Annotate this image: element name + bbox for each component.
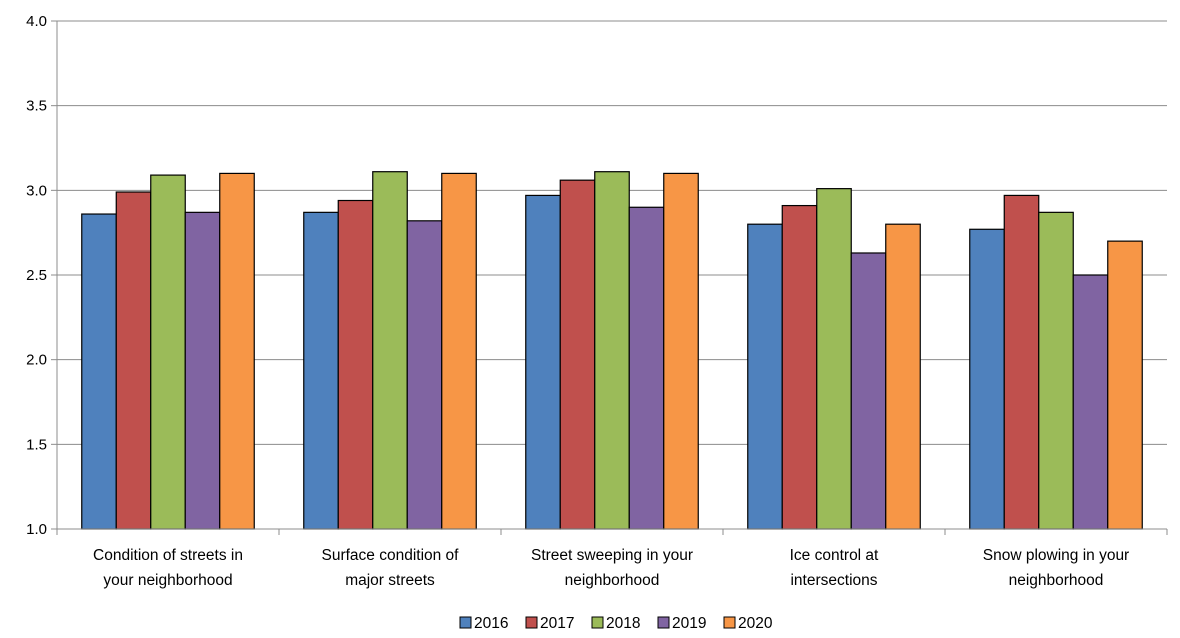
legend-label-2016: 2016 (474, 615, 508, 632)
x-category-label: Snow plowing in your (983, 547, 1129, 564)
bar-2019 (850, 252, 887, 530)
legend-label-2018: 2018 (606, 615, 640, 632)
bar-2018 (150, 174, 186, 530)
bar-2017 (115, 191, 152, 530)
bar-2016 (969, 228, 1005, 530)
bar-2016 (81, 213, 117, 530)
y-tick-label: 2.0 (26, 352, 47, 369)
bar-2018 (594, 171, 630, 530)
x-category-label: major streets (345, 572, 435, 589)
x-axis-labels: Condition of streets in your neighborhood… (93, 547, 1129, 589)
y-tick-label: 1.5 (26, 436, 47, 453)
x-category-label: your neighborhood (103, 572, 232, 589)
legend-swatch-2016 (459, 616, 472, 629)
bar-2017 (781, 204, 818, 530)
legend-swatch-2020 (723, 616, 736, 629)
bar-2020 (219, 172, 255, 530)
bars (81, 171, 1143, 530)
bar-2020 (1107, 240, 1143, 530)
bar-2019 (628, 206, 665, 530)
legend-label-2019: 2019 (672, 615, 706, 632)
bar-2016 (747, 223, 783, 530)
x-category-label: intersections (790, 572, 877, 589)
y-tick-label: 1.0 (26, 521, 47, 538)
x-category-label: Street sweeping in your (531, 547, 693, 564)
y-tick-label: 3.5 (26, 98, 47, 115)
x-category-label: Surface condition of (321, 547, 459, 564)
x-category-label: neighborhood (1009, 572, 1104, 589)
y-tick-label: 3.0 (26, 182, 47, 199)
bar-2019 (406, 220, 443, 530)
y-tick-label: 4.0 (26, 13, 47, 30)
bar-2019 (184, 211, 221, 530)
legend: 2016 2017 2018 2019 2020 (459, 615, 773, 632)
bar-2017 (337, 199, 374, 530)
bar-2018 (1038, 211, 1074, 530)
legend-label-2017: 2017 (540, 615, 574, 632)
y-tick-label: 2.5 (26, 267, 47, 284)
bar-2020 (663, 172, 699, 530)
bar-2017 (1003, 194, 1040, 530)
bar-2017 (559, 179, 596, 530)
legend-swatch-2017 (525, 616, 538, 629)
bar-2016 (303, 211, 339, 530)
legend-swatch-2018 (591, 616, 604, 629)
x-category-label: neighborhood (565, 572, 660, 589)
bar-2020 (441, 172, 477, 530)
x-category-label: Condition of streets in (93, 547, 243, 564)
legend-label-2020: 2020 (738, 615, 773, 632)
legend-swatch-2019 (657, 616, 670, 629)
bar-2019 (1072, 274, 1109, 530)
bar-2018 (372, 171, 408, 530)
bar-2020 (885, 223, 921, 530)
y-axis-ticks: 1.0 1.5 2.0 2.5 3.0 3.5 4.0 (26, 13, 57, 538)
bar-2016 (525, 194, 561, 530)
bar-2018 (816, 188, 852, 530)
x-category-label: Ice control at (790, 547, 879, 564)
